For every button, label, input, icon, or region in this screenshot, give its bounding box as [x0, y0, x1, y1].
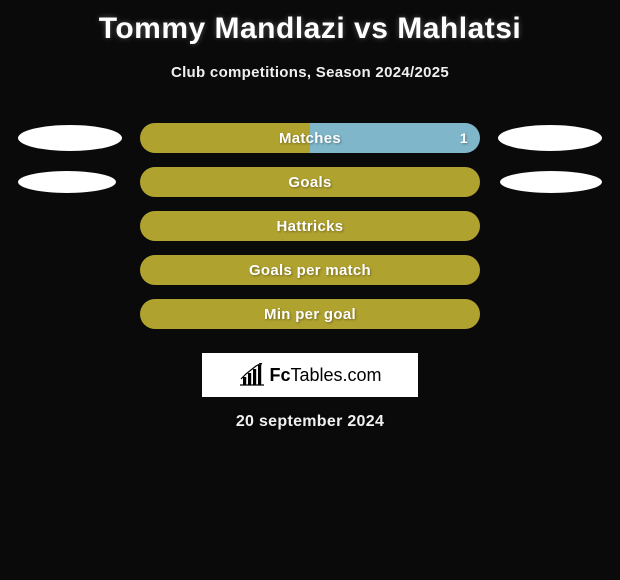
stat-bar: Goals per match — [140, 255, 480, 285]
stat-row: Goals — [10, 167, 610, 197]
stat-label: Goals per match — [249, 262, 371, 279]
logo-text: FcTables.com — [269, 365, 381, 386]
left-ellipse — [18, 125, 122, 151]
right-ellipse — [500, 171, 602, 193]
stat-label: Min per goal — [264, 306, 356, 323]
stat-bar: Min per goal — [140, 299, 480, 329]
stat-bar: Hattricks — [140, 211, 480, 241]
stats-rows: Matches 1 Goals Hattricks Goals per match Min… — [0, 123, 620, 329]
stat-label: Matches — [279, 130, 341, 147]
stat-bar: Goals — [140, 167, 480, 197]
left-ellipse — [18, 171, 116, 193]
page-subtitle: Club competitions, Season 2024/2025 — [0, 64, 620, 81]
logo-box: FcTables.com — [202, 353, 418, 397]
logo-prefix: Fc — [269, 365, 290, 385]
date-label: 20 september 2024 — [0, 413, 620, 431]
stat-bar: Matches 1 — [140, 123, 480, 153]
stat-row: Min per goal — [10, 299, 610, 329]
logo-suffix: Tables.com — [290, 365, 381, 385]
right-ellipse — [498, 125, 602, 151]
stat-label: Hattricks — [277, 218, 344, 235]
stat-label: Goals — [288, 174, 331, 191]
chart-icon — [238, 363, 266, 387]
page-title: Tommy Mandlazi vs Mahlatsi — [0, 0, 620, 46]
stat-row: Hattricks — [10, 211, 610, 241]
stat-value-right: 1 — [460, 130, 468, 146]
stat-row: Goals per match — [10, 255, 610, 285]
stat-row: Matches 1 — [10, 123, 610, 153]
